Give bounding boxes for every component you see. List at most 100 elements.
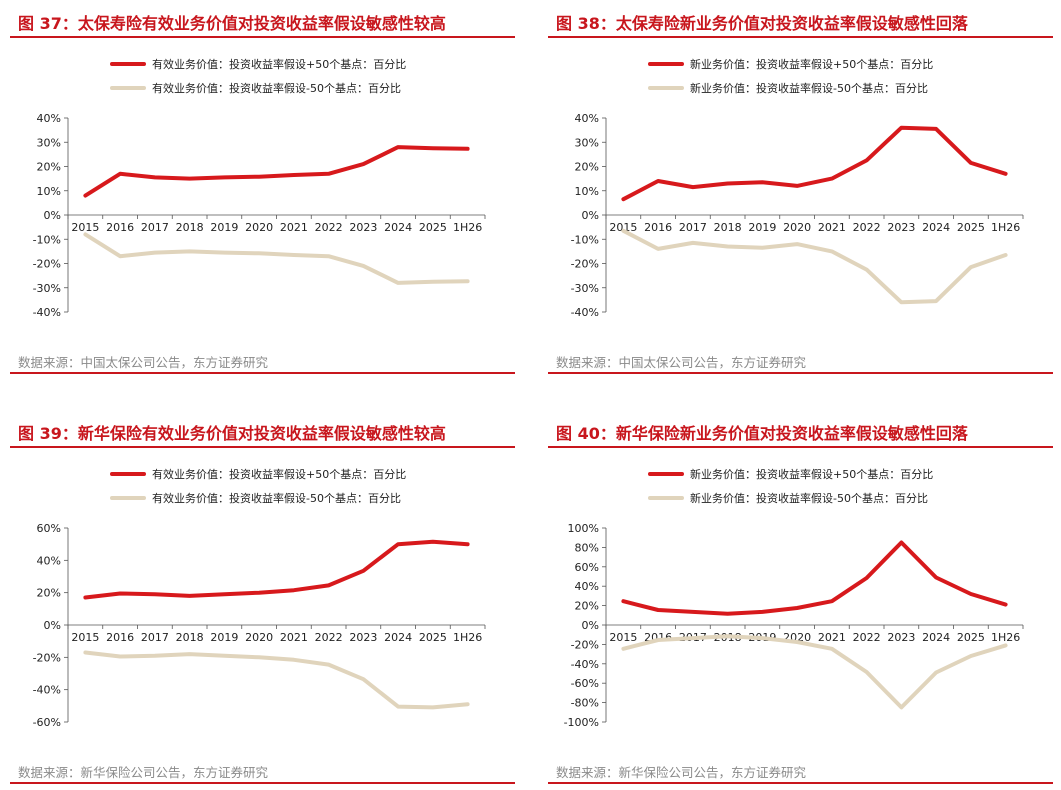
y-tick-label: -30% bbox=[33, 282, 61, 295]
y-tick-label: -10% bbox=[33, 233, 61, 246]
x-tick-label: 2024 bbox=[922, 631, 950, 644]
x-tick-label: 2023 bbox=[349, 631, 377, 644]
chart-title: 图 37：太保寿险有效业务价值对投资收益率假设敏感性较高 bbox=[18, 14, 446, 33]
x-tick-label: 2016 bbox=[644, 221, 672, 234]
y-tick-label: 0% bbox=[582, 209, 599, 222]
y-tick-label: 40% bbox=[575, 112, 599, 125]
y-tick-label: 20% bbox=[37, 161, 61, 174]
x-tick-label: 1H26 bbox=[991, 221, 1020, 234]
line-chart: -60% -40% -20% 0% 20% 40% 60% 2015 2016 2017 2018 2… bbox=[33, 522, 486, 729]
legend-swatch-up bbox=[648, 62, 684, 66]
x-tick-label: 2024 bbox=[922, 221, 950, 234]
y-tick-label: -80% bbox=[571, 697, 599, 710]
legend-label-up: 新业务价值：投资收益率假设+50个基点：百分比 bbox=[690, 58, 934, 71]
x-tick-label: 2023 bbox=[887, 631, 915, 644]
y-tick-label: -40% bbox=[571, 658, 599, 671]
data-source: 数据来源：新华保险公司公告，东方证券研究 bbox=[18, 765, 269, 780]
x-tick-label: 2015 bbox=[609, 631, 637, 644]
x-tick-label: 2025 bbox=[957, 221, 985, 234]
y-tick-label: 20% bbox=[575, 161, 599, 174]
y-tick-label: 100% bbox=[568, 522, 599, 535]
y-tick-label: 30% bbox=[575, 136, 599, 149]
series-line-up bbox=[83, 145, 470, 198]
chart-title: 图 38：太保寿险新业务价值对投资收益率假设敏感性回落 bbox=[556, 14, 968, 33]
chart-panel-39: 图 39：新华保险有效业务价值对投资收益率假设敏感性较高 有效业务价值：投资收益… bbox=[10, 410, 515, 790]
x-tick-label: 2017 bbox=[141, 631, 169, 644]
y-tick-label: 40% bbox=[37, 112, 61, 125]
legend-item-down: 新业务价值：投资收益率假设-50个基点：百分比 bbox=[648, 486, 933, 510]
x-tick-label: 2024 bbox=[384, 631, 412, 644]
y-tick-label: -40% bbox=[33, 306, 61, 319]
x-tick-label: 2017 bbox=[141, 221, 169, 234]
title-divider bbox=[548, 446, 1053, 448]
chart-legend: 有效业务价值：投资收益率假设+50个基点：百分比 有效业务价值：投资收益率假设-… bbox=[110, 462, 406, 510]
x-tick-label: 2018 bbox=[176, 221, 204, 234]
legend-label-down: 新业务价值：投资收益率假设-50个基点：百分比 bbox=[690, 492, 928, 505]
x-tick-label: 2021 bbox=[280, 631, 308, 644]
x-tick-label: 2021 bbox=[280, 221, 308, 234]
chart-panel-40: 图 40：新华保险新业务价值对投资收益率假设敏感性回落 新业务价值：投资收益率假… bbox=[548, 410, 1053, 790]
title-divider bbox=[548, 36, 1053, 38]
x-tick-label: 2025 bbox=[419, 631, 447, 644]
x-tick-label: 2023 bbox=[887, 221, 915, 234]
x-tick-label: 2019 bbox=[210, 631, 238, 644]
data-source: 数据来源：中国太保公司公告，东方证券研究 bbox=[556, 355, 807, 370]
x-tick-label: 2021 bbox=[818, 221, 846, 234]
y-tick-label: -40% bbox=[33, 684, 61, 697]
x-tick-label: 2016 bbox=[106, 221, 134, 234]
legend-item-up: 新业务价值：投资收益率假设+50个基点：百分比 bbox=[648, 462, 933, 486]
legend-swatch-up bbox=[648, 472, 684, 476]
bottom-divider bbox=[10, 372, 515, 374]
legend-label-up: 有效业务价值：投资收益率假设+50个基点：百分比 bbox=[152, 468, 407, 481]
x-tick-label: 2021 bbox=[818, 631, 846, 644]
bottom-divider bbox=[10, 782, 515, 784]
legend-item-up: 有效业务价值：投资收益率假设+50个基点：百分比 bbox=[110, 52, 406, 76]
x-tick-label: 2024 bbox=[384, 221, 412, 234]
line-chart: -100% -80% -60% -40% -20% 0% 20% 40% 60% 80% 100% 2… bbox=[564, 522, 1024, 729]
x-tick-label: 2025 bbox=[419, 221, 447, 234]
series-line-down bbox=[621, 634, 1008, 710]
series-line-down bbox=[83, 650, 470, 710]
x-tick-label: 2020 bbox=[245, 221, 273, 234]
y-tick-label: 0% bbox=[44, 619, 61, 632]
legend-label-down: 有效业务价值：投资收益率假设-50个基点：百分比 bbox=[152, 82, 401, 95]
title-divider bbox=[10, 36, 515, 38]
y-tick-label: 20% bbox=[37, 587, 61, 600]
chart-legend: 新业务价值：投资收益率假设+50个基点：百分比 新业务价值：投资收益率假设-50… bbox=[648, 52, 933, 100]
x-tick-label: 2022 bbox=[315, 221, 343, 234]
legend-label-up: 新业务价值：投资收益率假设+50个基点：百分比 bbox=[690, 468, 934, 481]
legend-item-down: 有效业务价值：投资收益率假设-50个基点：百分比 bbox=[110, 76, 406, 100]
series-line-down bbox=[83, 232, 470, 285]
y-tick-label: -20% bbox=[33, 258, 61, 271]
x-tick-label: 2019 bbox=[748, 221, 776, 234]
legend-swatch-up bbox=[110, 472, 146, 476]
data-source: 数据来源：中国太保公司公告，东方证券研究 bbox=[18, 355, 269, 370]
x-tick-label: 2022 bbox=[315, 631, 343, 644]
x-tick-label: 2015 bbox=[609, 221, 637, 234]
x-tick-label: 2016 bbox=[106, 631, 134, 644]
x-tick-label: 2020 bbox=[245, 631, 273, 644]
x-tick-label: 2022 bbox=[853, 631, 881, 644]
chart-panel-37: 图 37：太保寿险有效业务价值对投资收益率假设敏感性较高 有效业务价值：投资收益… bbox=[10, 0, 515, 380]
x-tick-label: 2018 bbox=[714, 221, 742, 234]
legend-item-down: 新业务价值：投资收益率假设-50个基点：百分比 bbox=[648, 76, 933, 100]
legend-item-down: 有效业务价值：投资收益率假设-50个基点：百分比 bbox=[110, 486, 406, 510]
chart-legend: 新业务价值：投资收益率假设+50个基点：百分比 新业务价值：投资收益率假设-50… bbox=[648, 462, 933, 510]
bottom-divider bbox=[548, 782, 1053, 784]
legend-label-down: 新业务价值：投资收益率假设-50个基点：百分比 bbox=[690, 82, 928, 95]
y-tick-label: -20% bbox=[571, 638, 599, 651]
x-tick-label: 2019 bbox=[210, 221, 238, 234]
y-tick-label: -30% bbox=[571, 282, 599, 295]
legend-item-up: 新业务价值：投资收益率假设+50个基点：百分比 bbox=[648, 52, 933, 76]
line-chart: -40% -30% -20% -10% 0% 10% 20% 30% 40% 2015 2016 20… bbox=[33, 112, 486, 319]
y-tick-label: 60% bbox=[37, 522, 61, 535]
y-tick-label: 30% bbox=[37, 136, 61, 149]
y-tick-label: -20% bbox=[571, 258, 599, 271]
legend-swatch-up bbox=[110, 62, 146, 66]
y-tick-label: 60% bbox=[575, 561, 599, 574]
y-tick-label: 10% bbox=[37, 185, 61, 198]
y-tick-label: 80% bbox=[575, 541, 599, 554]
x-tick-label: 2025 bbox=[957, 631, 985, 644]
legend-swatch-down bbox=[648, 86, 684, 90]
x-tick-label: 2015 bbox=[71, 631, 99, 644]
